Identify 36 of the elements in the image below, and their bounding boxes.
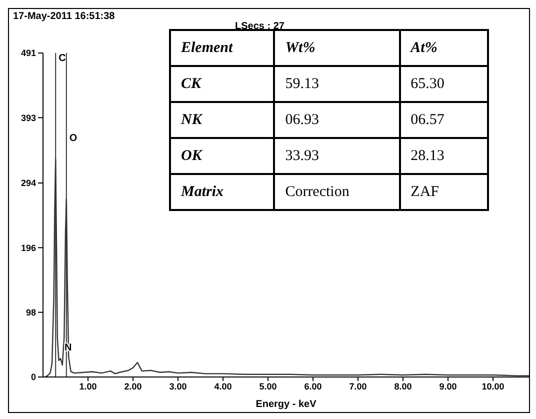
y-tick-label: 491 — [20, 48, 36, 58]
y-tick-label: 98 — [26, 308, 36, 318]
annotation: 59.13 — [274, 66, 400, 102]
x-tick-label: 5.00 — [259, 381, 277, 392]
annotation: CK — [170, 66, 274, 102]
annotation: 65.30 — [400, 66, 488, 102]
ref-line-label: C — [58, 53, 66, 64]
x-tick-label: 8.00 — [394, 381, 412, 392]
y-tick-label: 393 — [20, 112, 36, 123]
x-tick-label: 1.00 — [79, 381, 97, 392]
annotation: ZAF — [400, 174, 488, 210]
y-tick-label: 0 — [30, 372, 36, 382]
x-tick-label: 6.00 — [304, 381, 322, 392]
x-tick-label: 10.00 — [482, 381, 504, 392]
annotation: Matrix — [170, 174, 274, 210]
annotation: 06.57 — [400, 102, 488, 138]
annotation: At% — [400, 30, 488, 66]
annotation: OK — [170, 138, 274, 174]
y-tick-label: 196 — [20, 242, 36, 253]
ref-line-label: O — [69, 133, 78, 144]
annotation: Wt% — [285, 40, 316, 56]
annotation: NK — [170, 102, 274, 138]
x-axis-title: Energy - keV — [256, 399, 317, 410]
annotation: Element — [181, 40, 233, 56]
x-tick-label: 2.00 — [124, 381, 142, 392]
x-tick-label: 7.00 — [349, 381, 367, 392]
chart-subtitle: LSecs : 27 — [235, 21, 284, 32]
annotation: 28.13 — [400, 138, 488, 174]
annotation: Correction — [274, 174, 400, 210]
x-tick-label: 4.00 — [214, 381, 232, 392]
x-tick-label: 9.00 — [439, 381, 457, 392]
chart-title: 17-May-2011 16:51:38 — [13, 11, 115, 22]
x-tick-label: 3.00 — [169, 381, 187, 392]
annotation: 06.93 — [274, 102, 400, 138]
annotation: 33.93 — [274, 138, 400, 174]
y-tick-label: 294 — [20, 178, 36, 188]
